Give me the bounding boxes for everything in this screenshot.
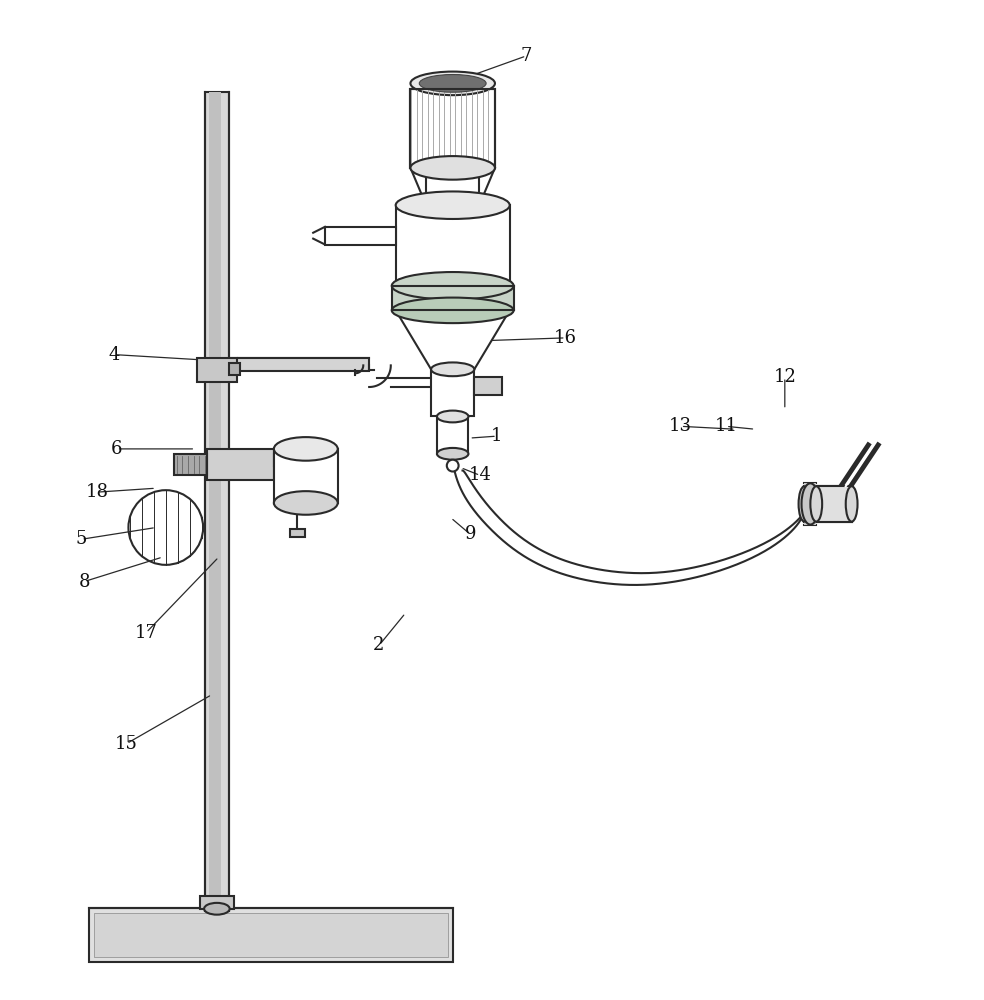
Bar [410, 89, 495, 168]
Text: 8: 8 [79, 573, 90, 591]
Bar [410, 89, 495, 168]
Polygon shape [396, 310, 510, 369]
Bar [396, 205, 510, 286]
Bar [426, 168, 479, 205]
Text: 18: 18 [86, 483, 108, 501]
Bar [474, 377, 502, 395]
Text: 16: 16 [554, 329, 578, 347]
Ellipse shape [396, 273, 510, 299]
Bar [392, 286, 514, 310]
Ellipse shape [802, 483, 820, 525]
Ellipse shape [392, 272, 514, 300]
Bar [228, 363, 240, 375]
Bar [274, 454, 281, 466]
Ellipse shape [437, 448, 468, 460]
Ellipse shape [274, 437, 338, 461]
Text: 11: 11 [714, 417, 737, 435]
Text: 6: 6 [111, 440, 122, 458]
Text: 17: 17 [135, 624, 157, 642]
Ellipse shape [845, 486, 857, 522]
Text: 15: 15 [115, 735, 138, 753]
Ellipse shape [392, 298, 514, 323]
Bar [197, 358, 236, 382]
Ellipse shape [437, 411, 468, 422]
Bar [90, 908, 453, 962]
Bar [437, 416, 468, 454]
Bar [200, 896, 233, 909]
Bar [289, 529, 305, 537]
Bar [805, 486, 851, 522]
Text: 7: 7 [521, 47, 532, 65]
Ellipse shape [410, 156, 495, 180]
Ellipse shape [419, 75, 486, 92]
Bar [805, 483, 817, 525]
Bar [205, 92, 228, 911]
Ellipse shape [811, 486, 823, 522]
Text: 12: 12 [773, 368, 796, 386]
Text: 9: 9 [464, 525, 476, 543]
Text: 14: 14 [468, 466, 492, 484]
Bar [209, 92, 220, 911]
Text: 2: 2 [373, 636, 385, 654]
Bar [431, 369, 474, 416]
Bar [173, 454, 207, 475]
Ellipse shape [204, 903, 229, 915]
Text: 1: 1 [491, 427, 503, 445]
Bar [228, 358, 369, 371]
Bar [278, 480, 337, 492]
Ellipse shape [431, 362, 474, 376]
Bar [274, 449, 338, 503]
Ellipse shape [396, 191, 510, 219]
Bar [325, 227, 396, 245]
Text: 4: 4 [108, 346, 119, 364]
Bar [94, 913, 448, 957]
Ellipse shape [274, 491, 338, 515]
Ellipse shape [410, 72, 495, 95]
Ellipse shape [129, 490, 203, 565]
Text: 13: 13 [669, 417, 692, 435]
Bar [207, 449, 274, 480]
Text: 5: 5 [76, 530, 87, 548]
Ellipse shape [799, 486, 811, 522]
Circle shape [447, 460, 459, 472]
